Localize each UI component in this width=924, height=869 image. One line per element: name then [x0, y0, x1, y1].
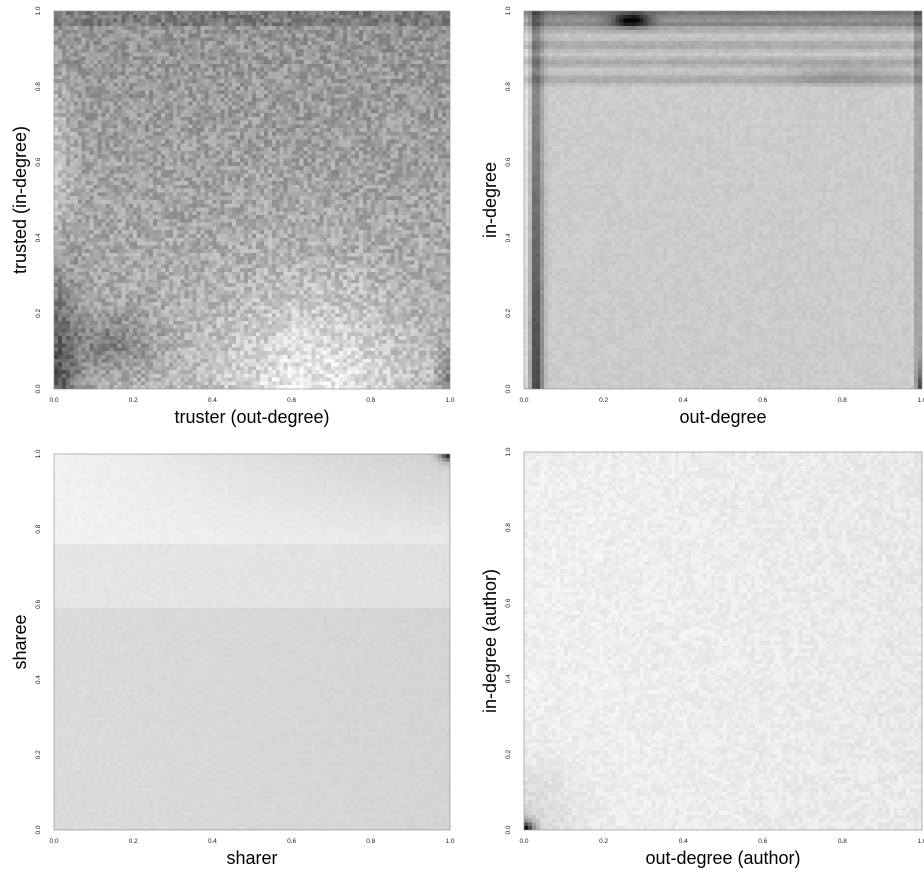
x-axis-label: out-degree: [679, 407, 766, 427]
x-tick-label: 0.8: [366, 397, 375, 404]
x-tick-label: 1.0: [445, 397, 454, 404]
x-tick-label: 0.8: [366, 838, 375, 845]
x-axis-label: sharer: [226, 848, 277, 868]
x-tick-label: 0.0: [49, 397, 58, 404]
x-tick-label: 0.0: [519, 838, 528, 845]
y-tick-label: 1.0: [35, 449, 42, 458]
x-tick-label: 0.4: [208, 838, 217, 845]
y-tick-label: 0.0: [35, 384, 42, 393]
x-tick-label: 1.0: [445, 838, 454, 845]
y-tick-label: 0.6: [505, 157, 512, 166]
heatmap-panel-2: 0.0 0.2 0.4 0.6 0.8 1.0 0.0 0.2 0.4 0.6 0.8 1.0 out-…: [480, 6, 924, 427]
y-tick-label: 0.8: [35, 524, 42, 533]
heatmap-panel-3: 0.0 0.2 0.4 0.6 0.8 1.0 0.0 0.2 0.4 0.6 0.8 1.0 shar…: [10, 449, 455, 868]
y-tick-label: 0.4: [35, 675, 42, 684]
x-tick-label: 0.2: [129, 397, 138, 404]
y-tick-label: 0.2: [505, 750, 512, 759]
x-tick-label: 0.4: [679, 397, 688, 404]
y-tick-label: 0.6: [505, 598, 512, 607]
x-tick-label: 1.0: [917, 838, 924, 845]
plot-frame: [53, 453, 451, 831]
y-axis-label: sharee: [10, 614, 30, 669]
x-tick-label: 0.6: [758, 397, 767, 404]
x-tick-label: 0.6: [287, 838, 296, 845]
x-tick-label: 0.0: [49, 838, 58, 845]
heatmap-cells: [54, 454, 450, 830]
heatmap-panel-1: 0.0 0.2 0.4 0.6 0.8 1.0 0.0 0.2 0.4 0.6 0.8 1.0 trus…: [10, 6, 455, 427]
heatmap-cells: [524, 452, 922, 830]
y-axis-label: trusted (in-degree): [10, 126, 30, 274]
x-axis-label: out-degree (author): [645, 848, 800, 868]
y-tick-label: 0.0: [505, 825, 512, 834]
x-tick-label: 0.0: [519, 397, 528, 404]
plot-frame: [53, 10, 451, 390]
y-tick-label: 0.6: [35, 157, 42, 166]
x-tick-label: 0.4: [208, 397, 217, 404]
heatmap-cells: [54, 11, 450, 389]
y-tick-label: 0.4: [505, 233, 512, 242]
y-tick-label: 1.0: [35, 6, 42, 15]
x-tick-label: 1.0: [917, 397, 924, 404]
x-tick-label: 0.6: [287, 397, 296, 404]
y-tick-label: 0.6: [35, 600, 42, 609]
x-tick-label: 0.2: [599, 397, 608, 404]
x-tick-label: 0.4: [679, 838, 688, 845]
plot-frame: [523, 451, 923, 831]
y-tick-label: 0.8: [505, 523, 512, 532]
y-tick-label: 0.8: [35, 82, 42, 91]
y-tick-label: 0.4: [35, 233, 42, 242]
x-tick-label: 0.8: [838, 838, 847, 845]
y-tick-label: 0.0: [35, 825, 42, 834]
y-tick-label: 0.4: [505, 674, 512, 683]
plot-frame: [523, 10, 923, 390]
y-tick-label: 0.2: [505, 309, 512, 318]
y-tick-label: 1.0: [505, 447, 512, 456]
y-axis-label: in-degree: [480, 162, 500, 238]
y-tick-label: 0.2: [35, 309, 42, 318]
heatmap-cells: [524, 11, 922, 389]
y-tick-label: 1.0: [505, 6, 512, 15]
x-tick-label: 0.2: [129, 838, 138, 845]
x-axis-label: truster (out-degree): [174, 407, 329, 427]
y-tick-label: 0.0: [505, 384, 512, 393]
x-tick-label: 0.6: [758, 838, 767, 845]
x-tick-label: 0.8: [838, 397, 847, 404]
y-tick-label: 0.8: [505, 82, 512, 91]
y-tick-label: 0.2: [35, 750, 42, 759]
y-axis-label: in-degree (author): [480, 569, 500, 713]
heatmap-panel-4: 0.0 0.2 0.4 0.6 0.8 1.0 0.0 0.2 0.4 0.6 0.8 1.0 out-…: [480, 447, 924, 868]
x-tick-label: 0.2: [599, 838, 608, 845]
